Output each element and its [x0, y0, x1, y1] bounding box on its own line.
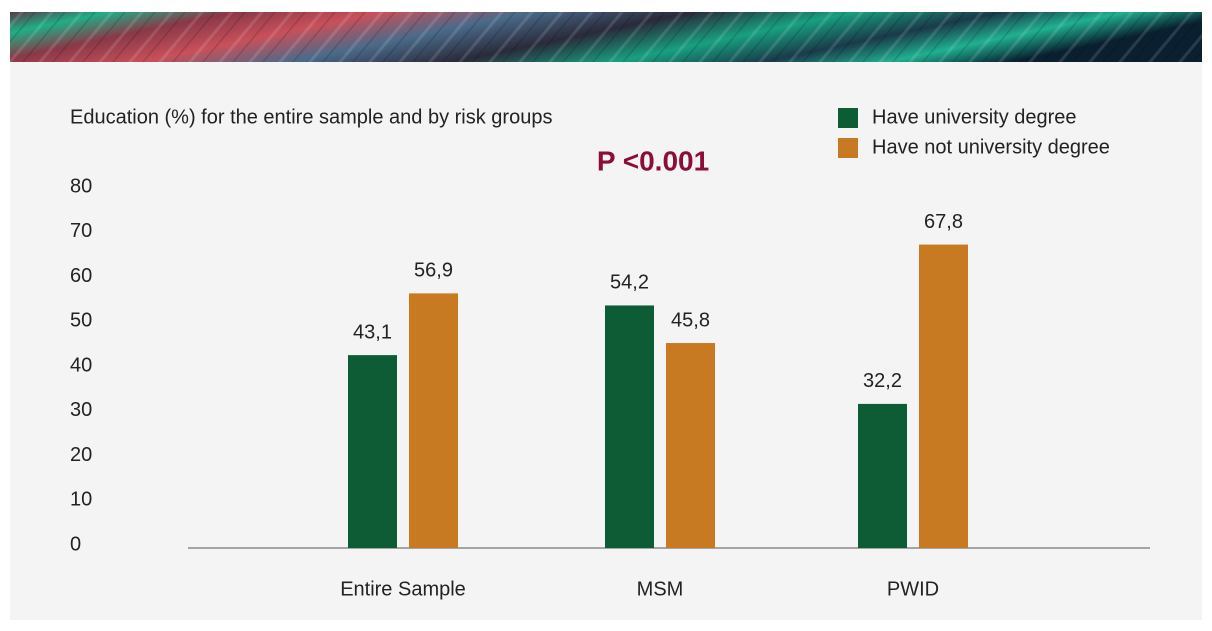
- y-tick-label: 30: [70, 399, 92, 421]
- y-tick-label: 10: [70, 489, 92, 511]
- legend-swatch: [838, 108, 858, 128]
- bar: [409, 293, 458, 548]
- x-tick-label: PWID: [887, 578, 939, 600]
- legend-swatch: [838, 138, 858, 158]
- y-tick-label: 20: [70, 444, 92, 466]
- value-label: 67,8: [924, 211, 963, 233]
- legend-label: Have not university degree: [872, 136, 1110, 158]
- value-label: 45,8: [671, 309, 710, 331]
- bar: [605, 305, 654, 548]
- y-tick-label: 80: [70, 175, 92, 197]
- value-label: 32,2: [863, 370, 902, 392]
- banner-texture: [10, 12, 1202, 62]
- value-label: 54,2: [610, 272, 649, 294]
- y-tick-label: 60: [70, 265, 92, 287]
- value-label: 43,1: [353, 321, 392, 343]
- value-label: 56,9: [414, 260, 453, 282]
- chart-title: Education (%) for the entire sample and …: [70, 106, 552, 128]
- x-tick-label: Entire Sample: [340, 578, 466, 600]
- y-tick-label: 0: [70, 533, 81, 555]
- y-tick-label: 50: [70, 310, 92, 332]
- x-tick-label: MSM: [637, 578, 684, 600]
- bar: [858, 403, 907, 548]
- bar: [919, 244, 968, 548]
- bar: [348, 355, 397, 548]
- y-tick-label: 40: [70, 354, 92, 376]
- bar: [666, 343, 715, 548]
- legend-label: Have university degree: [872, 106, 1077, 128]
- annotation: P <0.001: [597, 145, 709, 176]
- y-tick-label: 70: [70, 220, 92, 242]
